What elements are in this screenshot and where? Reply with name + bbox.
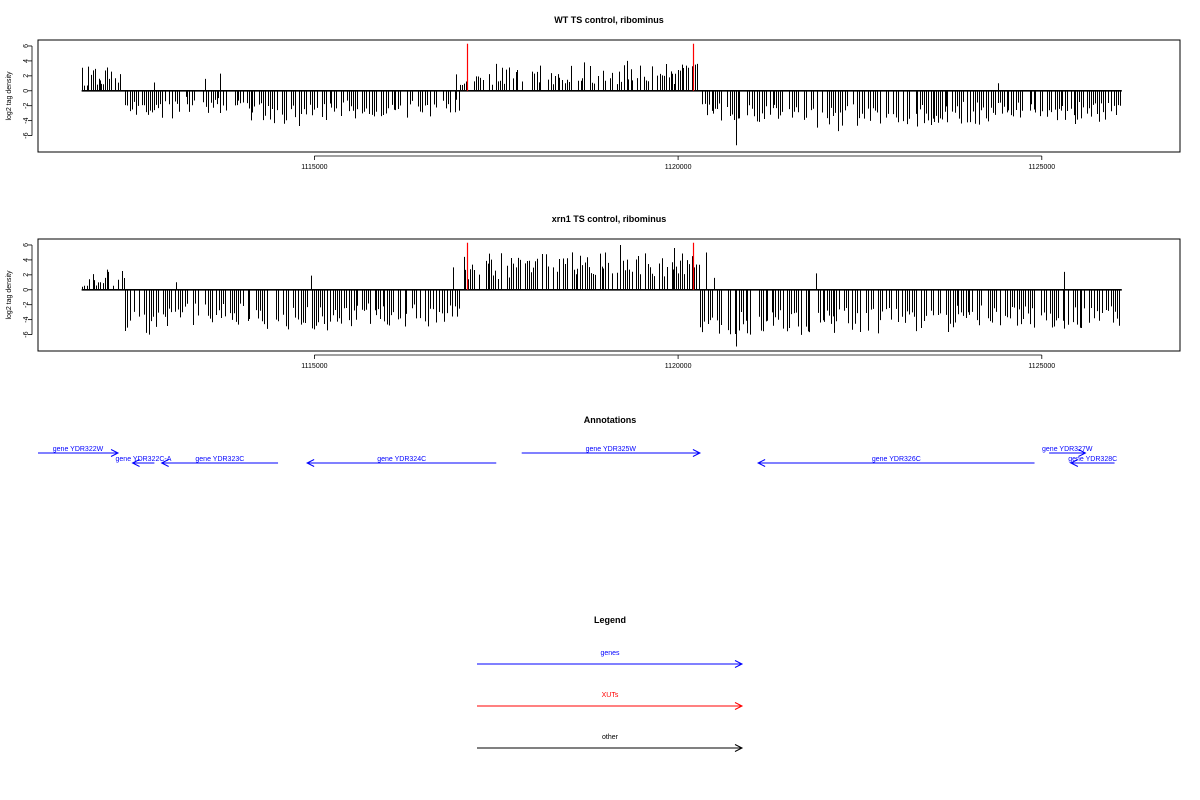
y-tick-label: 4	[23, 59, 30, 63]
gene-feature: gene YDR325W	[521, 446, 702, 457]
gene-label: gene YDR322W	[53, 446, 104, 453]
gene-feature: gene YDR322C-A	[116, 456, 172, 467]
gene-label: gene YDR325W	[586, 446, 637, 453]
y-tick-label: -4	[23, 117, 30, 123]
legend: Legend genes XUTs other	[477, 615, 744, 752]
gene-feature: gene YDR324C	[306, 456, 497, 467]
plot-frame	[37, 238, 1181, 352]
gene-arrow-head	[110, 449, 120, 457]
annotations-track: Annotations gene YDR322W gene YDR322C-A gen…	[38, 415, 1117, 467]
legend-item: other	[477, 734, 744, 752]
gene-feature: gene YDR322W	[38, 446, 120, 457]
chart-panel-2: xrn1 TS control, ribominus -6 -4 -2 0 2 4 6 log2…	[6, 214, 1181, 370]
plot-frame	[37, 39, 1181, 153]
gene-label: gene YDR326C	[872, 456, 921, 463]
gene-label: gene YDR324C	[377, 456, 426, 463]
x-tick-label: 1125000	[1028, 164, 1055, 171]
gene-arrow-head	[1078, 449, 1087, 457]
x-tick-label: 1125000	[1028, 363, 1055, 370]
gene-arrow-head	[131, 459, 140, 467]
y-tick-label: 2	[23, 74, 30, 78]
legend-label: genes	[600, 650, 620, 657]
gene-label: gene YDR327W	[1042, 446, 1093, 453]
legend-label: other	[602, 734, 619, 741]
x-axis: 1115000 1120000 1125000	[301, 155, 1055, 171]
x-tick-label: 1120000	[665, 363, 692, 370]
gene-label: gene YDR323C	[195, 456, 244, 463]
chart-title: xrn1 TS control, ribominus	[552, 214, 667, 224]
gene-arrow-head	[160, 459, 169, 467]
x-tick-label: 1120000	[665, 164, 692, 171]
y-tick-label: 0	[23, 288, 30, 292]
gene-feature: gene YDR326C	[756, 456, 1035, 467]
y-tick-label: -6	[23, 132, 30, 138]
annotations-title: Annotations	[584, 415, 637, 425]
gene-arrow-head	[756, 459, 766, 467]
legend-title: Legend	[594, 615, 626, 625]
gene-arrow-head	[692, 449, 702, 457]
legend-label: XUTs	[602, 692, 619, 699]
legend-item: genes	[477, 650, 744, 668]
x-axis: 1115000 1120000 1125000	[301, 354, 1055, 370]
y-tick-label: 6	[23, 44, 30, 48]
y-axis-label: log2 tag density	[6, 71, 13, 121]
legend-item: XUTs	[477, 692, 744, 710]
chart-panel-1: WT TS control, ribominus -6 -4 -2 0 2 4 6 log2 t…	[6, 15, 1181, 171]
y-tick-label: -6	[23, 331, 30, 337]
y-axis-label: log2 tag density	[6, 270, 13, 320]
y-tick-label: -2	[23, 102, 30, 108]
y-tick-label: -2	[23, 301, 30, 307]
y-tick-label: 0	[23, 89, 30, 93]
y-axis: -6 -4 -2 0 2 4 6 log2 tag density	[6, 44, 33, 139]
x-tick-label: 1115000	[301, 164, 327, 171]
gene-label: gene YDR328C	[1068, 456, 1117, 463]
y-tick-label: 6	[23, 243, 30, 247]
gene-feature: gene YDR328C	[1068, 456, 1117, 467]
legend-arrow-head	[734, 660, 744, 668]
gene-label: gene YDR322C-A	[116, 456, 172, 463]
gene-arrow-head	[1069, 459, 1079, 467]
legend-arrow-head	[734, 702, 744, 710]
y-tick-label: 2	[23, 273, 30, 277]
y-axis: -6 -4 -2 0 2 4 6 log2 tag density	[6, 243, 33, 338]
gene-feature: gene YDR327W	[1042, 446, 1093, 457]
y-tick-label: 4	[23, 258, 30, 262]
gene-arrow-head	[306, 459, 315, 467]
legend-arrow-head	[734, 744, 744, 752]
y-tick-label: -4	[23, 316, 30, 322]
chart-title: WT TS control, ribominus	[554, 15, 664, 25]
density-bars	[82, 244, 1120, 347]
x-tick-label: 1115000	[301, 363, 327, 370]
density-bars	[82, 60, 1121, 146]
gene-feature: gene YDR323C	[160, 456, 279, 467]
